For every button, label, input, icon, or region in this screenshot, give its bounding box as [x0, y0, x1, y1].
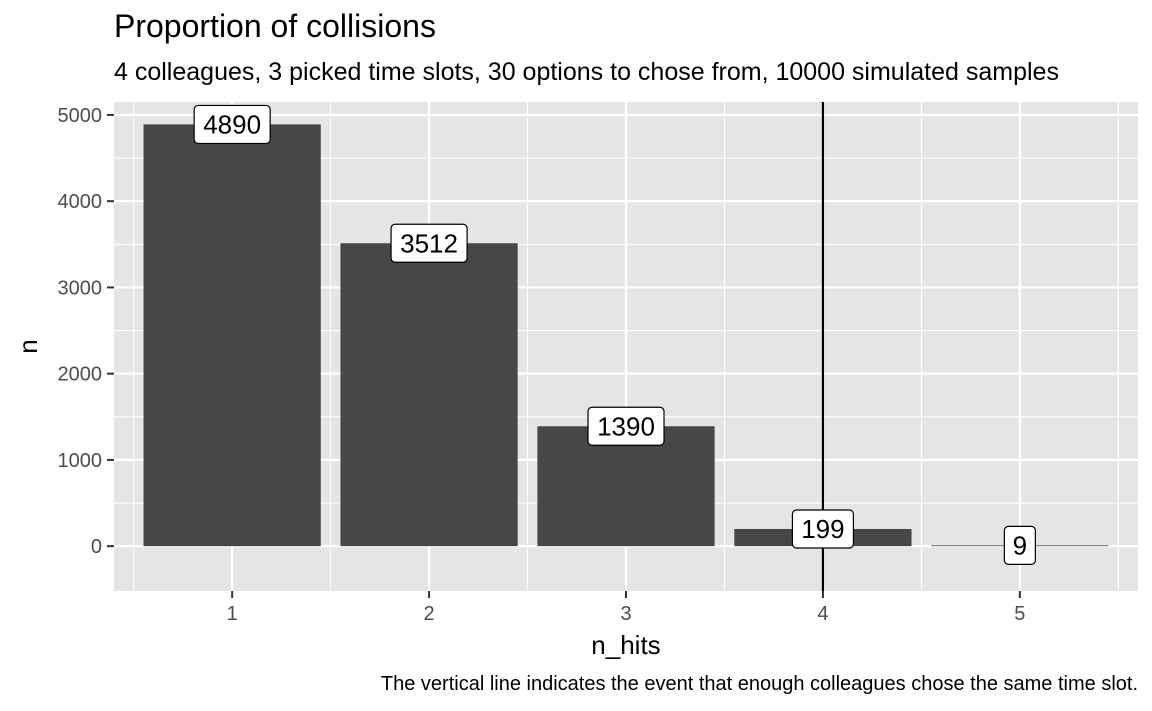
data-label-box: [193, 104, 271, 145]
data-label-5: 9: [1003, 525, 1036, 565]
data-label-text: 1390: [597, 411, 655, 441]
data-label-box: [1003, 525, 1036, 565]
x-tick-label: 3: [620, 603, 631, 625]
y-tick-label: 4000: [58, 191, 103, 213]
y-tick-label: 1000: [58, 450, 103, 472]
y-tick-label: 3000: [58, 277, 103, 299]
data-label-text: 9: [1013, 530, 1027, 560]
data-label-text: 199: [801, 514, 844, 544]
x-tick-label: 4: [817, 603, 828, 625]
data-label-3: 1390: [587, 406, 665, 446]
y-axis-title: n: [13, 339, 43, 353]
chart-title: Proportion of collisions: [114, 8, 436, 44]
y-tick-label: 0: [91, 536, 102, 558]
x-tick-label: 5: [1014, 603, 1025, 625]
x-tick-label: 2: [424, 603, 435, 625]
data-label-text: 4890: [203, 109, 261, 139]
bar-2: [340, 243, 518, 547]
data-label-2: 3512: [390, 223, 468, 263]
data-label-box: [587, 406, 665, 446]
data-label-4: 199: [791, 509, 855, 549]
chart-subtitle: 4 colleagues, 3 picked time slots, 30 op…: [114, 58, 1059, 86]
y-tick-label: 2000: [58, 364, 103, 386]
data-label-1: 4890: [193, 104, 271, 145]
x-axis-title: n_hits: [591, 630, 660, 660]
data-label-box: [390, 223, 468, 263]
bar-3: [537, 426, 715, 547]
data-label-box: [791, 509, 855, 549]
bar-1: [143, 124, 321, 547]
y-tick-label: 5000: [58, 105, 103, 127]
x-tick-label: 1: [227, 603, 238, 625]
data-label-text: 3512: [400, 228, 458, 258]
chart-caption: The vertical line indicates the event th…: [380, 673, 1138, 695]
